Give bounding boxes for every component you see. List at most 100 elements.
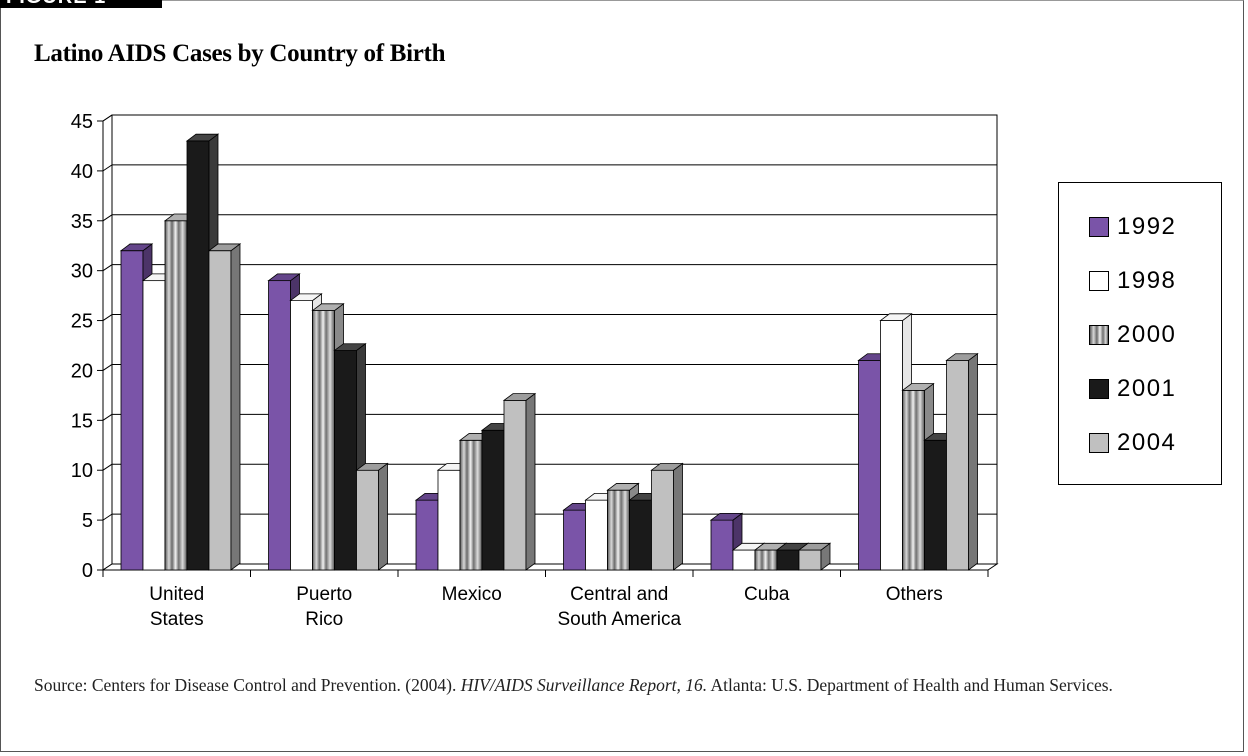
bar bbox=[945, 352, 979, 571]
plot-back-wall bbox=[111, 114, 998, 565]
bar-front bbox=[142, 280, 166, 571]
bar-front bbox=[356, 469, 379, 571]
y-tick-label: 35 bbox=[71, 211, 93, 233]
bar-top bbox=[945, 353, 979, 361]
bar-top bbox=[311, 303, 345, 311]
legend-entry: 1998 bbox=[1089, 267, 1176, 295]
bar-side bbox=[378, 462, 388, 571]
y-tick-label: 15 bbox=[71, 410, 93, 432]
y-tick-label: 45 bbox=[71, 111, 93, 133]
legend-entry: 2004 bbox=[1089, 429, 1176, 457]
gridline-depth bbox=[102, 264, 113, 272]
bar-front bbox=[776, 549, 800, 571]
bar-top bbox=[901, 383, 935, 391]
bar-front bbox=[563, 509, 586, 571]
figure-label: FIGURE 1 bbox=[6, 0, 106, 8]
x-tick-label: States bbox=[150, 609, 204, 630]
bar bbox=[797, 542, 832, 571]
bar-front bbox=[120, 250, 144, 571]
bar-front bbox=[334, 350, 357, 571]
legend-swatch bbox=[1089, 325, 1109, 345]
x-tick-label: Mexico bbox=[442, 584, 502, 605]
bar-front bbox=[290, 300, 313, 571]
chart-title: Latino AIDS Cases by Country of Birth bbox=[34, 40, 446, 67]
bar-front bbox=[437, 469, 461, 571]
bar-front bbox=[415, 499, 439, 571]
bar-front bbox=[798, 549, 822, 571]
bar-front bbox=[880, 320, 903, 571]
gridline-depth bbox=[102, 214, 113, 222]
bar-side bbox=[673, 462, 683, 571]
bar-front bbox=[208, 250, 232, 571]
bar bbox=[207, 243, 242, 571]
gridline-depth bbox=[102, 364, 113, 371]
bar-top bbox=[879, 313, 913, 321]
legend-label: 1992 bbox=[1117, 213, 1177, 240]
bar-top bbox=[502, 393, 537, 401]
x-tick-label: Rico bbox=[305, 609, 343, 630]
y-tick-label: 40 bbox=[71, 161, 93, 183]
legend-label: 1998 bbox=[1117, 267, 1177, 294]
bar-front bbox=[629, 499, 652, 571]
bar bbox=[650, 462, 684, 571]
gridline-depth bbox=[102, 513, 113, 521]
x-tick-label: Central and bbox=[570, 584, 668, 605]
legend-swatch bbox=[1089, 433, 1109, 453]
legend-swatch bbox=[1089, 379, 1109, 399]
bar-top bbox=[333, 343, 367, 351]
bar-front bbox=[186, 140, 210, 571]
x-tick-label: Cuba bbox=[744, 584, 790, 605]
y-tick-label: 30 bbox=[71, 261, 93, 283]
legend-label: 2000 bbox=[1117, 321, 1177, 348]
legend-label: 2001 bbox=[1117, 375, 1177, 402]
bar-front bbox=[858, 360, 881, 571]
source-prefix: Source: Centers for Disease Control and … bbox=[34, 675, 461, 695]
x-tick-label: South America bbox=[557, 609, 681, 630]
bar-side bbox=[968, 352, 978, 571]
legend-entry: 1992 bbox=[1089, 213, 1176, 241]
bar-front bbox=[754, 549, 778, 571]
gridline-depth bbox=[102, 463, 113, 471]
bar-top bbox=[606, 483, 640, 491]
legend-entry: 2001 bbox=[1089, 375, 1176, 403]
y-tick-label: 25 bbox=[71, 311, 93, 333]
y-tick-label: 5 bbox=[82, 510, 93, 532]
bar-top bbox=[207, 243, 242, 252]
legend-swatch bbox=[1089, 271, 1109, 291]
bar-front bbox=[607, 489, 630, 571]
bar-front bbox=[459, 439, 483, 571]
bar-front bbox=[312, 310, 335, 571]
bar-top bbox=[289, 293, 323, 302]
bar-side bbox=[525, 392, 536, 571]
bar-front bbox=[710, 519, 734, 571]
source-note: Source: Centers for Disease Control and … bbox=[34, 672, 1214, 698]
bar bbox=[502, 392, 537, 571]
legend-entry: 2000 bbox=[1089, 321, 1176, 349]
bar-front bbox=[651, 469, 674, 571]
gridline-depth bbox=[102, 314, 113, 321]
gridline-depth bbox=[102, 413, 113, 421]
figure-label-tab: FIGURE 1 bbox=[0, 0, 162, 8]
x-tick-label: United bbox=[149, 584, 204, 605]
bar-front bbox=[503, 399, 527, 571]
bar-front bbox=[585, 499, 608, 571]
bar-side bbox=[230, 243, 241, 571]
bar-top bbox=[119, 243, 154, 252]
bar-front bbox=[902, 389, 925, 571]
bar-top bbox=[355, 463, 389, 471]
legend: 1992 1998 2000 2001 2004 bbox=[1058, 182, 1222, 485]
y-tick-label: 0 bbox=[82, 560, 93, 582]
bar-front bbox=[481, 429, 505, 571]
bar bbox=[355, 462, 389, 571]
bar-front bbox=[268, 280, 291, 571]
y-tick-label: 20 bbox=[71, 360, 93, 382]
legend-label: 2004 bbox=[1117, 429, 1177, 456]
bar-front bbox=[732, 549, 756, 571]
x-tick-label: Others bbox=[886, 584, 943, 605]
bar-front bbox=[924, 439, 947, 571]
bar-top bbox=[267, 273, 301, 282]
x-tick-label: Puerto bbox=[296, 584, 352, 605]
bar-top bbox=[650, 463, 684, 471]
